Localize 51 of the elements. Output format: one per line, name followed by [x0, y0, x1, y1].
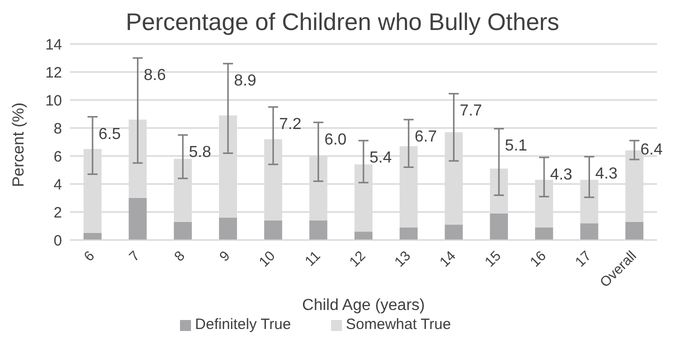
bar: [84, 233, 102, 240]
bar: [354, 232, 372, 240]
y-tick-label: 2: [54, 204, 62, 222]
chart-title: Percentage of Children who Bully Others: [124, 8, 560, 38]
y-tick-label: 10: [45, 92, 62, 110]
x-tick-label: 11: [301, 247, 324, 270]
total-label: 6.4: [640, 141, 663, 158]
bar: [444, 224, 463, 240]
x-tick-label: 14: [436, 247, 459, 270]
y-axis-title: Percent (%): [10, 102, 28, 187]
total-label: 8.9: [234, 72, 256, 90]
y-tick-label: 0: [54, 232, 62, 250]
y-tick-label: 12: [45, 64, 62, 82]
y-tick-label: 6: [54, 148, 62, 166]
total-label: 6.5: [98, 126, 121, 143]
bar: [490, 213, 508, 240]
bar: [535, 227, 554, 240]
bar: [625, 222, 644, 240]
legend-label: Definitely True: [195, 316, 291, 333]
bar: [264, 220, 282, 240]
total-label: 4.3: [550, 166, 572, 184]
y-tick-label: 8: [54, 120, 62, 138]
x-tick-label: 8: [170, 247, 188, 264]
x-tick-label: 16: [526, 247, 549, 270]
x-axis-title: Child Age (years): [302, 297, 425, 314]
x-tick-label: 17: [572, 247, 594, 270]
x-tick-label: 10: [256, 247, 278, 270]
total-label: 7.7: [460, 102, 482, 120]
legend-label: Somewhat True: [346, 316, 451, 333]
total-label: 5.8: [188, 144, 212, 161]
total-label: 5.1: [504, 138, 528, 155]
y-tick-label: 14: [45, 36, 62, 54]
bar: [580, 223, 598, 240]
total-label: 4.3: [595, 166, 618, 183]
bar: [309, 220, 328, 240]
x-tick-label: 15: [481, 247, 504, 270]
bar: [174, 222, 192, 240]
bar: [400, 227, 418, 240]
total-label: 5.4: [369, 150, 392, 167]
total-label: 6.0: [324, 131, 347, 148]
x-tick-label: 7: [126, 247, 143, 264]
x-tick-label: 13: [391, 247, 414, 270]
total-label: 8.6: [144, 67, 166, 84]
bar: [219, 218, 238, 240]
bar: [128, 198, 147, 240]
y-tick-label: 4: [54, 176, 62, 194]
x-tick-label: 6: [80, 247, 98, 264]
x-tick-label: 12: [346, 247, 368, 270]
total-label: 7.2: [279, 116, 302, 133]
total-label: 6.7: [414, 128, 437, 146]
x-tick-label: 9: [216, 247, 233, 264]
